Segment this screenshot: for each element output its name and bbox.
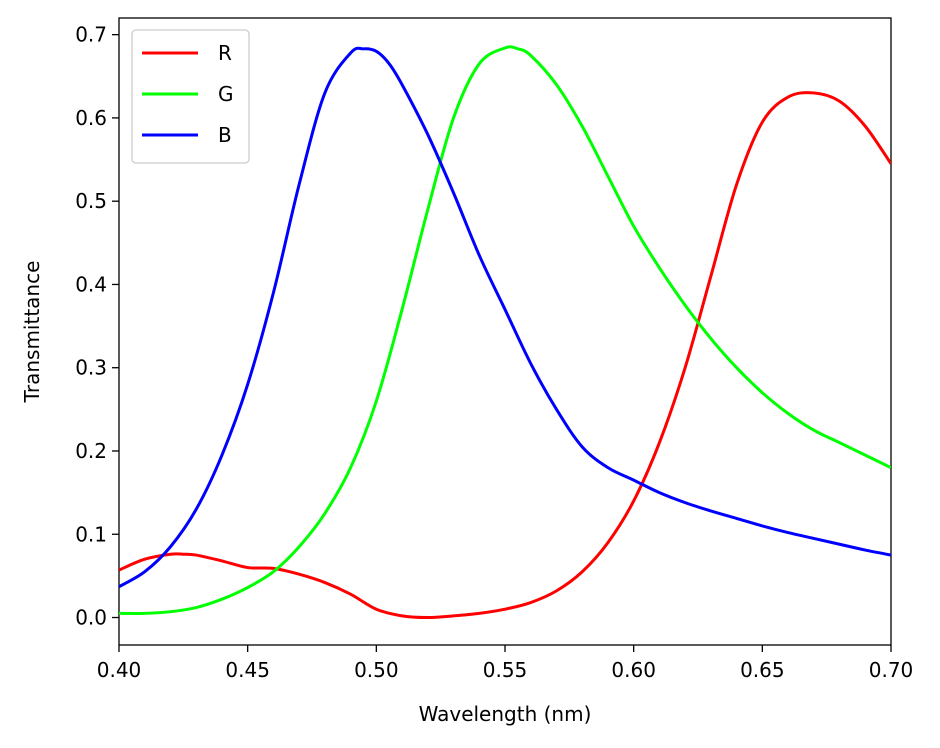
y-axis-ticks: 0.0 0.1 0.2 0.3 0.4 0.5 0.6 0.7 [75, 23, 119, 630]
x-tick-label: 0.60 [611, 658, 656, 682]
y-tick-label: 0.0 [75, 606, 107, 630]
legend-box [131, 29, 250, 164]
x-tick-label: 0.50 [354, 658, 399, 682]
x-tick-label: 0.40 [97, 658, 142, 682]
x-axis-label: Wavelength (nm) [419, 702, 592, 726]
y-tick-label: 0.6 [75, 106, 107, 130]
x-tick-label: 0.65 [740, 658, 785, 682]
y-tick-label: 0.7 [75, 23, 107, 47]
y-tick-label: 0.3 [75, 356, 107, 380]
y-tick-label: 0.1 [75, 522, 107, 546]
series-line-R [119, 91, 891, 620]
x-axis-ticks: 0.40 0.45 0.50 0.55 0.60 0.65 0.70 [97, 645, 914, 682]
x-tick-label: 0.45 [225, 658, 270, 682]
x-tick-label: 0.70 [869, 658, 914, 682]
y-tick-label: 0.2 [75, 439, 107, 463]
y-tick-label: 0.5 [75, 189, 107, 213]
legend: RGB [131, 29, 250, 164]
series-line-G [119, 45, 891, 615]
legend-label-G: G [218, 82, 234, 106]
series-layer [119, 45, 891, 620]
series-line-B [119, 46, 891, 589]
legend-label-B: B [218, 123, 232, 147]
y-axis-label: Transmittance [20, 261, 44, 404]
x-tick-label: 0.55 [483, 658, 528, 682]
legend-label-R: R [218, 41, 232, 65]
y-tick-label: 0.4 [75, 272, 107, 296]
